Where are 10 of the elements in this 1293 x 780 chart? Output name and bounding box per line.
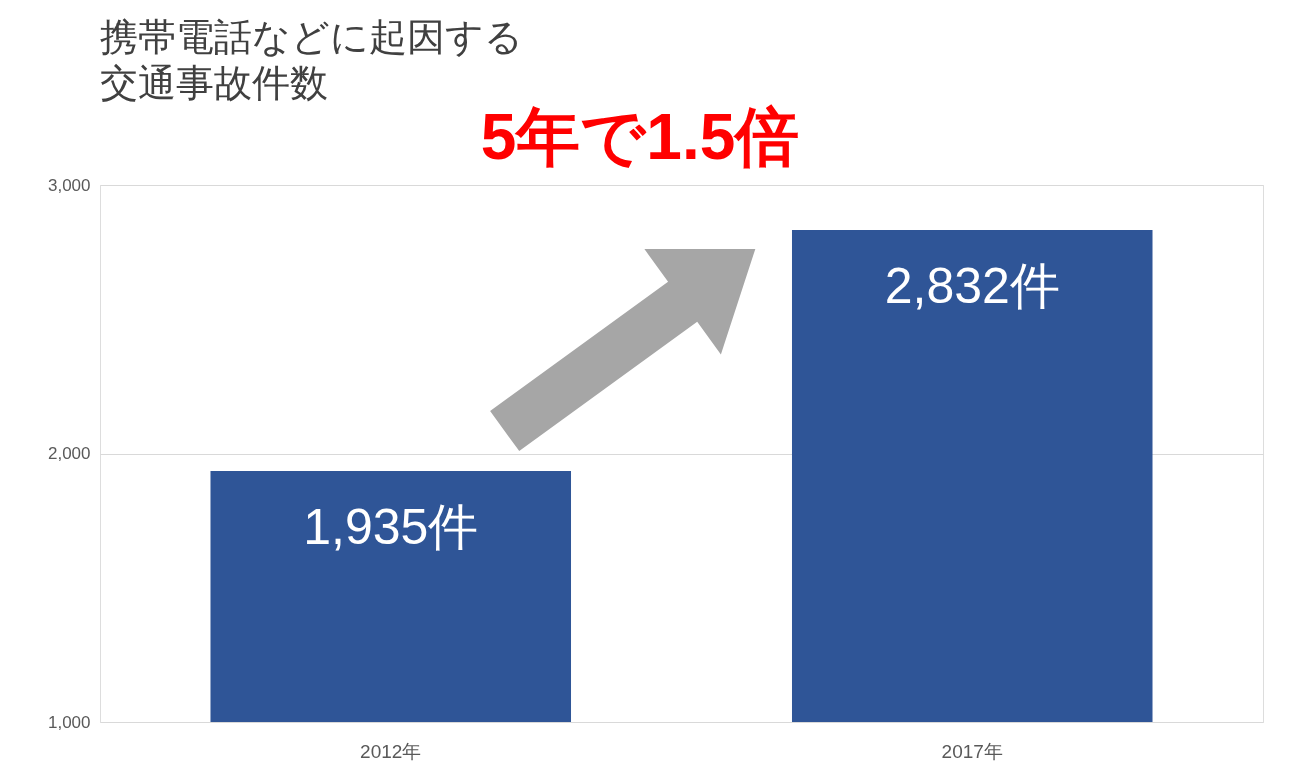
text: 交通事故件数 xyxy=(100,62,328,104)
x-tick-label: 2012年 xyxy=(360,740,422,762)
data-label: 2,832件 xyxy=(884,258,1060,315)
text: 5年で1.5倍 xyxy=(480,101,800,173)
y-tick-label: 1,000 xyxy=(47,712,91,732)
text: 携帯電話などに起因する xyxy=(100,16,523,58)
y-tick-label: 3,000 xyxy=(47,175,91,195)
x-tick-label: 2017年 xyxy=(941,740,1003,762)
data-label: 1,935件 xyxy=(303,498,479,555)
y-tick-label: 2,000 xyxy=(47,444,91,463)
